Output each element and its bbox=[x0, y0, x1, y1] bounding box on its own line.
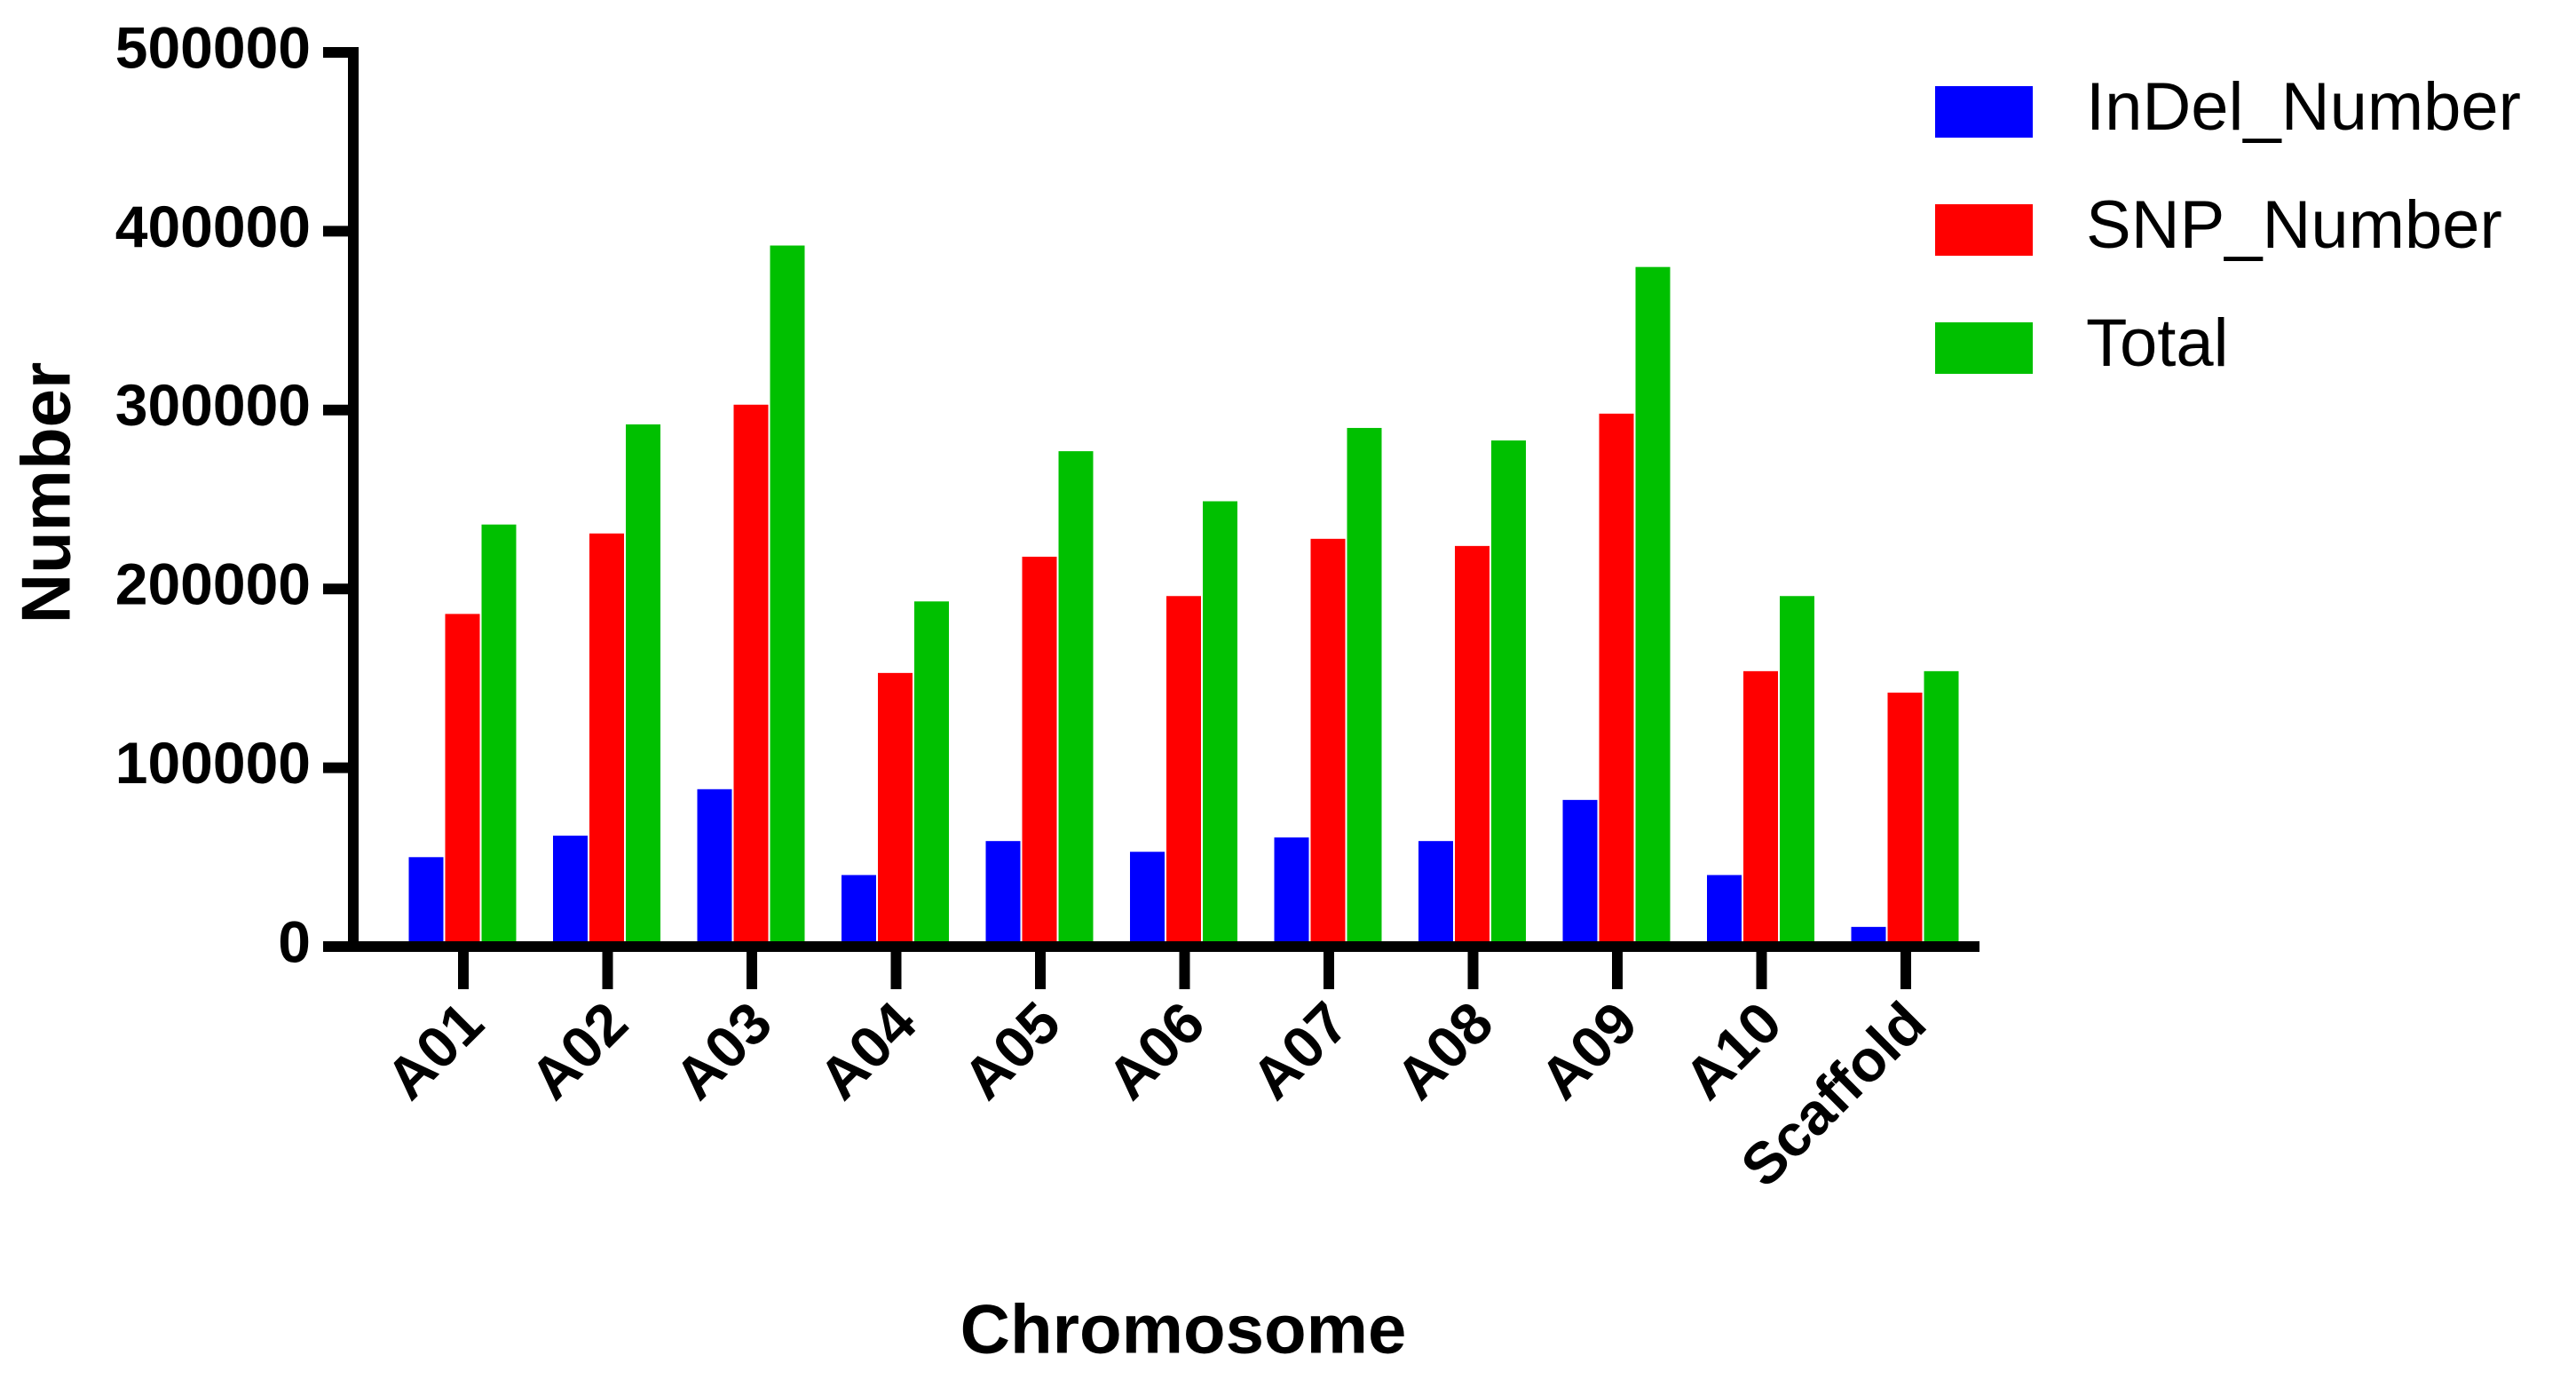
bar bbox=[445, 614, 480, 947]
bar bbox=[553, 836, 588, 947]
legend-label: InDel_Number bbox=[2086, 69, 2521, 145]
x-tick-label: A06 bbox=[1094, 989, 1217, 1112]
x-tick-label: A07 bbox=[1238, 989, 1361, 1112]
bar bbox=[770, 245, 805, 947]
x-tick-label: A01 bbox=[373, 989, 495, 1112]
bar bbox=[985, 841, 1021, 947]
bar bbox=[697, 789, 732, 947]
bar bbox=[1887, 693, 1923, 947]
y-tick-label: 0 bbox=[278, 908, 311, 974]
bar bbox=[1562, 799, 1598, 947]
bar bbox=[589, 533, 624, 947]
bar bbox=[1274, 837, 1309, 947]
bar bbox=[1347, 427, 1382, 947]
bar bbox=[1310, 538, 1346, 947]
y-tick-label: 500000 bbox=[115, 14, 311, 80]
legend-swatch bbox=[1935, 204, 2033, 256]
bar bbox=[1130, 852, 1165, 947]
y-tick-label: 100000 bbox=[115, 730, 311, 796]
bar bbox=[878, 672, 913, 947]
x-tick-label: A02 bbox=[518, 989, 640, 1112]
legend-swatch bbox=[1935, 322, 2033, 374]
bar bbox=[1599, 413, 1634, 947]
legend-label: SNP_Number bbox=[2086, 187, 2502, 263]
legend-swatch bbox=[1935, 86, 2033, 138]
y-tick-label: 300000 bbox=[115, 372, 311, 438]
x-tick-label: A03 bbox=[661, 989, 784, 1112]
bar bbox=[1780, 596, 1814, 947]
x-tick-label: A05 bbox=[950, 989, 1072, 1112]
bar bbox=[1707, 875, 1742, 947]
bar bbox=[1924, 670, 1959, 947]
bar bbox=[1418, 841, 1453, 947]
bar bbox=[1166, 596, 1201, 947]
bar bbox=[1203, 501, 1237, 947]
bar bbox=[408, 857, 444, 947]
legend-label: Total bbox=[2086, 305, 2229, 381]
y-axis-title: Number bbox=[7, 362, 85, 624]
x-axis-title: Chromosome bbox=[960, 1290, 1407, 1368]
x-tick-label: A10 bbox=[1671, 989, 1794, 1112]
bar bbox=[733, 404, 769, 947]
bar bbox=[481, 524, 517, 947]
y-tick-label: 400000 bbox=[115, 194, 311, 259]
bar bbox=[626, 424, 660, 947]
bar bbox=[1455, 545, 1489, 947]
bar bbox=[1058, 451, 1094, 947]
bar bbox=[1635, 266, 1671, 947]
bar bbox=[842, 875, 876, 947]
bar bbox=[1491, 440, 1526, 947]
x-tick-label: A04 bbox=[806, 989, 928, 1112]
x-tick-label: A08 bbox=[1383, 989, 1505, 1112]
bar bbox=[1022, 556, 1057, 947]
y-tick-label: 200000 bbox=[115, 551, 311, 617]
bar bbox=[1743, 670, 1778, 947]
x-tick-label: A09 bbox=[1527, 989, 1649, 1112]
bar bbox=[914, 601, 949, 947]
